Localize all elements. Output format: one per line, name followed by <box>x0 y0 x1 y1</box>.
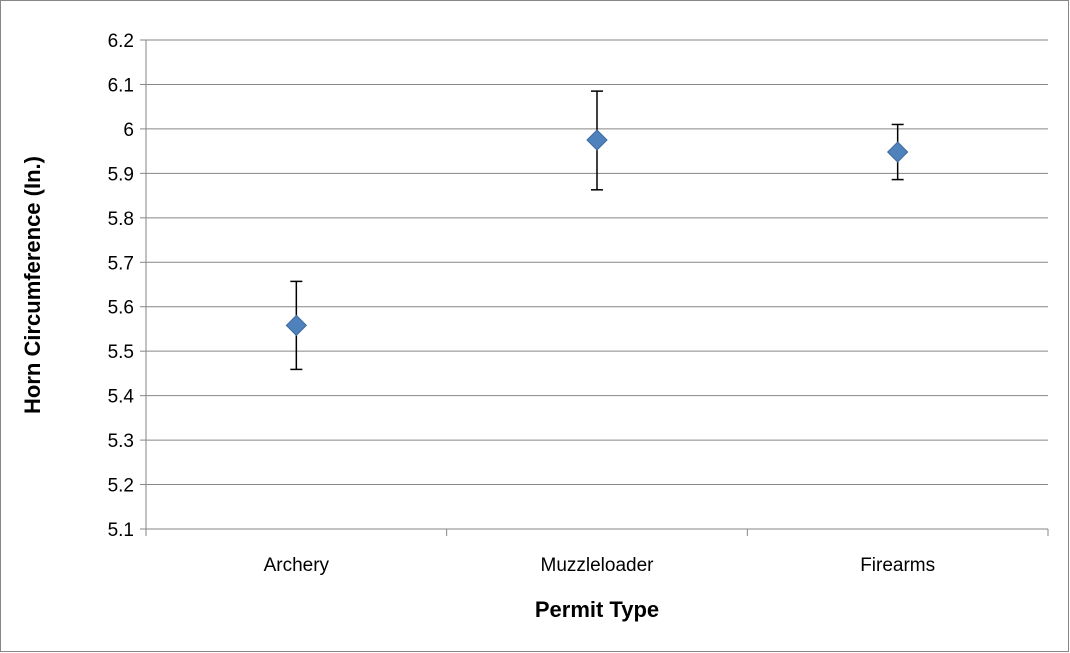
data-point-diamond <box>586 129 608 151</box>
y-tick-label: 6 <box>123 120 134 141</box>
x-tick-label: Muzzleloader <box>541 555 655 576</box>
data-points <box>285 129 909 337</box>
x-tick-label: Archery <box>264 555 330 576</box>
y-tick-label: 5.8 <box>108 209 134 230</box>
y-tick-label: 5.2 <box>108 476 134 497</box>
y-axis-title: Horn Circumference (In.) <box>20 156 45 414</box>
y-tick-label: 6.1 <box>108 75 134 96</box>
y-tick-label: 5.1 <box>108 520 134 541</box>
x-tick-label: Firearms <box>860 555 935 576</box>
y-tick-label: 5.5 <box>108 342 134 363</box>
data-point-diamond <box>285 314 308 337</box>
y-tick-label: 5.7 <box>108 253 134 274</box>
data-point-diamond <box>886 141 909 163</box>
x-axis-title: Permit Type <box>535 597 659 622</box>
axes <box>140 39 1049 536</box>
x-tick-labels: Archery Muzzleloader Firearms <box>264 555 936 576</box>
y-tick-label: 6.2 <box>108 31 134 52</box>
y-tick-label: 5.9 <box>108 164 134 185</box>
y-tick-label: 5.6 <box>108 298 134 319</box>
y-tick-label: 5.3 <box>108 431 134 452</box>
y-tick-labels: 5.1 5.2 5.3 5.4 5.5 5.6 5.7 5.8 5.9 6 6.1 6.2 <box>108 31 135 541</box>
y-tick-label: 5.4 <box>108 387 135 408</box>
